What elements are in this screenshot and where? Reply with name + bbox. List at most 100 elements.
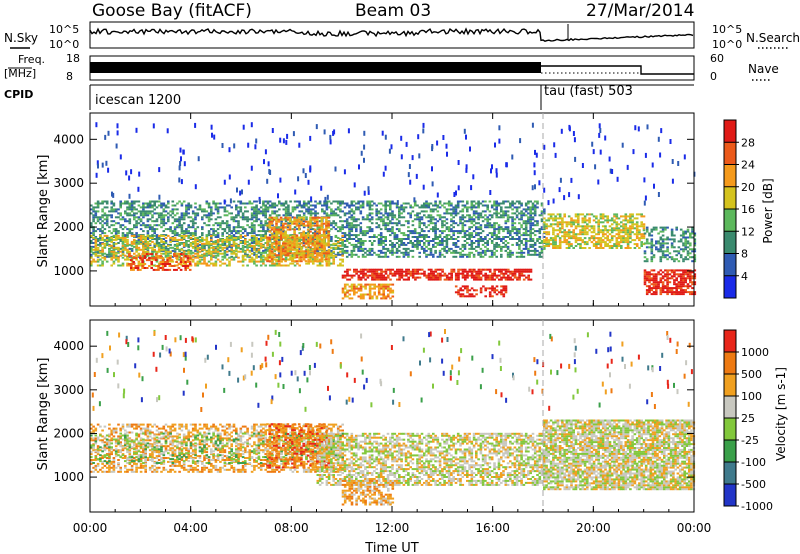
- data-cell: [456, 200, 460, 203]
- data-cell: [237, 206, 240, 209]
- data-cell: [466, 287, 469, 290]
- data-cell: [391, 226, 394, 229]
- data-cell: [288, 236, 292, 239]
- data-cell: [112, 238, 116, 241]
- data-cell: [207, 242, 211, 245]
- data-cell: [316, 224, 319, 227]
- data-cell: [350, 234, 354, 237]
- data-cell: [103, 206, 107, 209]
- data-cell: [454, 272, 458, 275]
- data-cell: [361, 253, 365, 256]
- data-cell: [318, 242, 321, 245]
- data-cell: [493, 234, 496, 237]
- data-cell: [264, 200, 267, 203]
- data-cell: [108, 244, 111, 247]
- data-cell: [418, 226, 421, 229]
- data-cell: [318, 245, 322, 248]
- data-cell: [382, 285, 385, 288]
- data-cell: [282, 242, 285, 245]
- data-cell: [527, 230, 530, 233]
- data-cell: [391, 272, 395, 275]
- data-cell: [493, 228, 496, 231]
- data-cell: [359, 232, 363, 235]
- data-cell: [320, 248, 324, 251]
- data-cell: [387, 285, 390, 288]
- data-cell: [384, 226, 387, 229]
- data-cell: [522, 270, 526, 273]
- data-cell: [454, 206, 458, 209]
- data-cell: [432, 272, 435, 275]
- data-cell: [497, 216, 501, 219]
- data-cell: [495, 249, 498, 252]
- data-cell: [407, 238, 410, 240]
- data-cell: [572, 233, 575, 236]
- data-cell: [164, 210, 168, 213]
- data-cell: [513, 222, 517, 225]
- data-cell: [554, 235, 557, 238]
- data-cell: [148, 265, 151, 267]
- data-cell: [518, 202, 521, 205]
- data-cell: [223, 228, 227, 231]
- data-cell: [117, 248, 120, 251]
- data-cell: [157, 268, 160, 271]
- data-cell: [157, 265, 160, 267]
- data-cell: [361, 247, 365, 250]
- data-cell: [398, 222, 401, 225]
- data-cell: [391, 232, 394, 235]
- data-cell: [567, 223, 571, 226]
- data-cell: [196, 254, 200, 257]
- data-cell: [375, 222, 378, 225]
- data-cell: [225, 253, 229, 256]
- data-cell: [312, 240, 315, 243]
- data-cell: [313, 250, 317, 253]
- data-cell: [473, 268, 476, 271]
- data-cell: [173, 248, 177, 251]
- data-cell: [194, 247, 197, 250]
- data-cell: [144, 202, 147, 205]
- data-cell: [189, 244, 193, 247]
- data-cell: [339, 242, 342, 244]
- data-cell: [302, 230, 305, 233]
- data-cell: [456, 251, 460, 254]
- data-cell: [432, 208, 435, 211]
- data-cell: [518, 270, 521, 273]
- data-cell: [282, 208, 286, 211]
- data-cell: [466, 210, 469, 213]
- data-cell: [284, 230, 287, 233]
- data-cell: [313, 236, 317, 239]
- data-cell: [244, 234, 247, 237]
- data-cell: [180, 212, 184, 215]
- data-cell: [334, 214, 338, 217]
- data-cell: [322, 250, 326, 253]
- data-cell: [191, 222, 195, 225]
- data-cell: [520, 226, 523, 229]
- data-cell: [402, 247, 406, 250]
- data-cell: [516, 278, 519, 281]
- data-cell: [169, 260, 172, 263]
- data-cell: [543, 231, 546, 234]
- data-cell: [191, 246, 195, 249]
- data-cell: [164, 265, 167, 267]
- data-cell: [99, 238, 102, 241]
- data-cell: [359, 242, 363, 244]
- data-cell: [515, 208, 519, 211]
- data-cell: [280, 220, 283, 223]
- data-cell: [391, 228, 394, 231]
- data-cell: [441, 274, 444, 277]
- data-cell: [223, 242, 227, 244]
- data-cell: [486, 249, 489, 252]
- data-cell: [225, 232, 229, 235]
- data-cell: [543, 226, 546, 229]
- data-cell: [293, 234, 297, 237]
- data-cell: [352, 220, 356, 223]
- data-cell: [570, 243, 573, 246]
- data-cell: [518, 230, 521, 233]
- data-cell: [366, 283, 370, 286]
- data-cell: [139, 238, 143, 241]
- data-cell: [130, 242, 134, 245]
- data-cell: [108, 210, 111, 213]
- data-cell: [547, 233, 551, 236]
- data-cell: [228, 264, 231, 267]
- data-cell: [114, 242, 118, 245]
- data-cell: [466, 206, 469, 209]
